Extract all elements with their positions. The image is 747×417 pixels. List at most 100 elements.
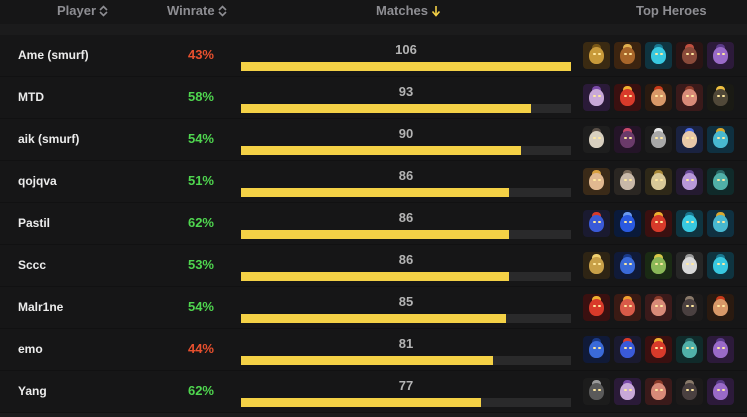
hero-portrait-pink-beast-icon[interactable] [645,294,672,321]
matches-bar-track [241,188,571,197]
hero-portrait-red-hair-icon[interactable] [645,84,672,111]
hero-portrait-red-armor-icon[interactable] [583,294,610,321]
winrate-value: 62% [187,215,214,230]
matches-bar-track [241,272,571,281]
hero-portrait-grey-mask-icon[interactable] [614,168,641,195]
matches-bar-fill [241,272,509,281]
player-header-label: Player [57,3,97,18]
hero-portrait-dark-horns-icon[interactable] [583,378,610,405]
hero-portrait-cyan-spirit-icon[interactable] [645,42,672,69]
winrate-value: 51% [187,173,214,188]
hero-portrait-yellow-mask-icon[interactable] [583,42,610,69]
matches-column-header[interactable]: Matches [376,3,441,18]
table-row[interactable]: Ame (smurf) 43% 106 [0,35,747,77]
hero-portrait-blue-demon-icon[interactable] [583,336,610,363]
sort-both-icon[interactable] [217,4,227,17]
sort-descending-icon[interactable] [431,5,441,17]
winrate-value: 44% [187,341,214,356]
matches-count: 85 [398,294,414,309]
matches-count: 90 [398,126,414,141]
hero-portrait-pink-beast-icon[interactable] [676,84,703,111]
sort-both-icon[interactable] [99,4,108,17]
hero-portrait-blue-red-knight-icon[interactable] [614,336,641,363]
hero-portrait-gold-horns-icon[interactable] [707,84,734,111]
table-row[interactable]: MTD 58% 93 [0,77,747,119]
hero-portrait-red-helm-icon[interactable] [614,294,641,321]
matches-count: 86 [398,210,414,225]
player-name[interactable]: emo [18,342,43,356]
winrate-column-header[interactable]: Winrate [167,3,227,18]
hero-portrait-red-armor-icon[interactable] [614,84,641,111]
hero-portrait-brown-beast-icon[interactable] [614,42,641,69]
hero-portrait-teal-wizard-icon[interactable] [676,336,703,363]
player-name[interactable]: aik (smurf) [18,132,80,146]
top-heroes-list [583,252,734,279]
table-row[interactable]: emo 44% 81 [0,329,747,371]
matches-bar-fill [241,230,509,239]
hero-portrait-white-beard-icon[interactable] [676,252,703,279]
player-name[interactable]: Ame (smurf) [18,48,89,62]
table-row[interactable]: Malr1ne 54% 85 [0,287,747,329]
player-name[interactable]: Pastil [18,216,51,230]
hero-portrait-gold-mask-icon[interactable] [645,168,672,195]
hero-portrait-purple-void-icon[interactable] [707,378,734,405]
table-row[interactable]: Sccc 53% 86 [0,245,747,287]
matches-bar-track [241,356,571,365]
hero-portrait-blue-orb-icon[interactable] [614,210,641,237]
player-name[interactable]: Yang [18,384,47,398]
hero-portrait-red-hair-icon[interactable] [707,294,734,321]
matches-bar-fill [241,314,506,323]
winrate-value: 43% [187,47,214,62]
hero-portrait-dark-red-icon[interactable] [676,42,703,69]
hero-portrait-purple-helm-icon[interactable] [583,84,610,111]
hero-portrait-cyan-spirit-icon[interactable] [676,210,703,237]
winrate-value: 54% [187,299,214,314]
hero-portrait-teal-wizard-icon[interactable] [707,168,734,195]
hero-portrait-purple-helm-icon[interactable] [614,378,641,405]
table-row[interactable]: aik (smurf) 54% 90 [0,119,747,161]
hero-portrait-red-armor-icon[interactable] [645,210,672,237]
hero-portrait-gold-crown-icon[interactable] [583,252,610,279]
top-heroes-list [583,42,734,69]
player-name[interactable]: qojqva [18,174,57,188]
winrate-value: 53% [187,257,214,272]
hero-portrait-dark-beast-icon[interactable] [676,378,703,405]
hero-portrait-cyan-golem-icon[interactable] [707,126,734,153]
table-row[interactable]: Pastil 62% 86 [0,203,747,245]
matches-count: 106 [395,42,417,57]
hero-portrait-cyan-golem-icon[interactable] [707,210,734,237]
matches-bar-fill [241,104,531,113]
hero-portrait-dark-beast-icon[interactable] [676,294,703,321]
matches-bar-track [241,104,571,113]
matches-header-label: Matches [376,3,429,18]
hero-portrait-blue-witch-icon[interactable] [676,126,703,153]
hero-portrait-skull-icon[interactable] [583,126,610,153]
hero-portrait-cyan-spirit-icon[interactable] [707,252,734,279]
hero-portrait-blonde-icon[interactable] [583,168,610,195]
winrate-value: 62% [187,383,214,398]
hero-portrait-white-horns-icon[interactable] [645,126,672,153]
hero-portrait-pink-beast-icon[interactable] [645,378,672,405]
matches-bar-fill [241,146,521,155]
hero-portrait-violet-ghost-icon[interactable] [676,168,703,195]
hero-portrait-purple-void-icon[interactable] [707,336,734,363]
matches-bar-track [241,146,571,155]
table-row[interactable]: qojqva 51% 86 [0,161,747,203]
player-name[interactable]: Malr1ne [18,300,64,314]
hero-portrait-red-armor-icon[interactable] [645,336,672,363]
matches-count: 86 [398,168,414,183]
matches-bar-fill [241,356,493,365]
hero-portrait-dark-purple-icon[interactable] [614,126,641,153]
hero-portrait-blue-red-knight-icon[interactable] [583,210,610,237]
winrate-header-label: Winrate [167,3,215,18]
hero-portrait-green-medusa-icon[interactable] [645,252,672,279]
player-name[interactable]: Sccc [18,258,47,272]
hero-portrait-purple-void-icon[interactable] [707,42,734,69]
player-name[interactable]: MTD [18,90,44,104]
matches-count: 86 [398,252,414,267]
table-row[interactable]: Yang 62% 77 [0,371,747,413]
hero-portrait-blue-demon-icon[interactable] [614,252,641,279]
player-column-header[interactable]: Player [57,3,108,18]
top-heroes-list [583,378,734,405]
